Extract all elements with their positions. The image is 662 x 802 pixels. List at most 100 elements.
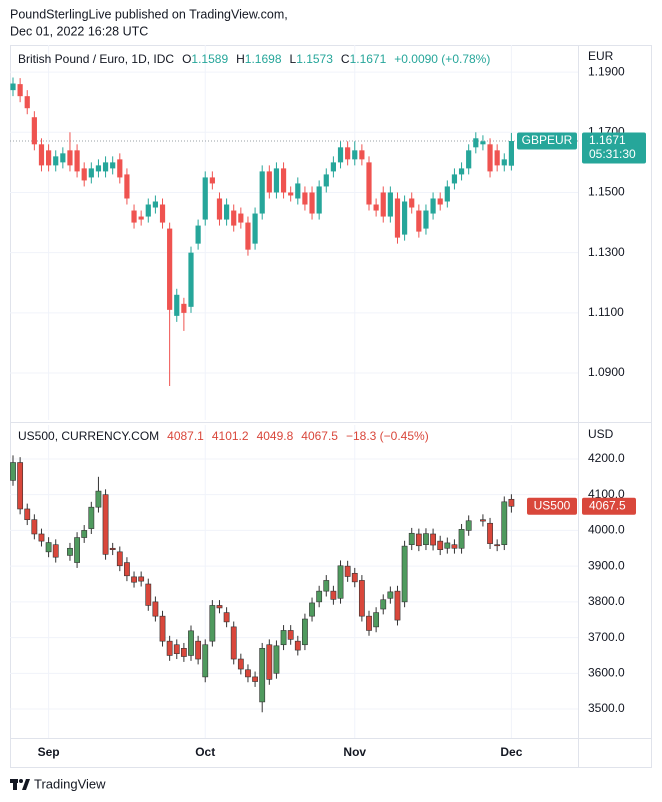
candle-body: [188, 630, 194, 656]
candle-body: [259, 171, 265, 214]
candle-body: [401, 545, 408, 603]
candle-body: [437, 198, 443, 205]
candle-body: [131, 576, 137, 583]
candle-body: [223, 612, 230, 623]
candle-body: [237, 658, 244, 670]
candle-body: [358, 580, 365, 617]
candle-body: [387, 591, 394, 599]
legend-title: British Pound / Euro, 1D, IDC: [18, 52, 174, 66]
y-tick-label: 1.1300: [588, 245, 625, 259]
legend-change: +0.0090 (+0.78%): [394, 52, 490, 66]
logo-part: [19, 779, 23, 783]
candle-body: [24, 508, 31, 520]
candle-body: [81, 168, 87, 181]
candle-body: [508, 498, 515, 507]
candle-body: [458, 529, 465, 549]
x-tick-label: Nov: [343, 745, 366, 759]
candle-body: [138, 576, 145, 582]
candle-body: [494, 150, 500, 166]
candle-body: [259, 648, 266, 703]
candle-body: [166, 640, 173, 656]
candle-body: [415, 533, 422, 547]
candle-body: [466, 150, 472, 169]
candle-body: [159, 204, 166, 223]
candle-body: [216, 605, 223, 609]
candle-body: [394, 198, 401, 238]
candle-body: [345, 147, 351, 160]
candle-body: [159, 615, 166, 642]
brand: TradingView: [34, 776, 106, 791]
logo-part: [13, 779, 17, 790]
x-tick-label: Sep: [38, 745, 60, 759]
candle-body: [330, 590, 337, 600]
legend-change: −18.3 (−0.45%): [346, 429, 429, 443]
candle-body: [344, 565, 351, 577]
candle-body: [53, 156, 59, 166]
y-tick-label: 1.1500: [588, 185, 625, 199]
y-tick-label: 1.1900: [588, 64, 625, 78]
candle-body: [131, 210, 137, 223]
candle-body: [24, 96, 30, 109]
candle-body: [287, 630, 294, 640]
countdown: 05:31:30: [589, 147, 636, 161]
candle-body: [437, 540, 444, 550]
candle-body: [45, 542, 52, 553]
candle-body: [487, 144, 493, 172]
candle-body: [117, 159, 123, 178]
candle-body: [195, 225, 201, 244]
candle-body: [152, 201, 158, 208]
candle-body: [480, 141, 486, 145]
candle-body: [10, 83, 16, 91]
candle-body: [408, 532, 415, 545]
candle-body: [309, 192, 315, 214]
candle-body: [494, 544, 501, 547]
candles: [10, 77, 515, 713]
grid: [10, 45, 578, 738]
candle-body: [323, 580, 330, 592]
candle-body: [366, 615, 372, 631]
candle-body: [458, 168, 465, 175]
candle-body: [473, 138, 479, 148]
candle-body: [280, 630, 287, 646]
legend: US500, CURRENCY.COM 4087.1 4101.2 4049.8 406…: [18, 429, 429, 443]
candle-body: [124, 562, 130, 577]
price-tag-label: 1.1671: [589, 133, 626, 147]
candle-body: [444, 542, 451, 549]
candle-body: [252, 676, 258, 682]
candle-body: [209, 177, 215, 184]
candle-body: [366, 162, 372, 205]
y-tick-label: 1.0900: [588, 365, 625, 379]
logo-part: [22, 779, 30, 790]
candle-body: [88, 506, 95, 529]
candle-body: [209, 605, 216, 642]
candle-body: [487, 522, 493, 544]
candle-body: [316, 590, 323, 603]
candle-body: [245, 669, 251, 678]
candle-body: [188, 252, 194, 307]
candle-body: [295, 183, 301, 199]
candle-body: [110, 162, 116, 169]
candle-body: [109, 547, 116, 550]
candle-body: [337, 565, 344, 599]
y-tick-label: 3700.0: [588, 630, 625, 644]
symbol-tag-label: US500: [534, 498, 571, 512]
candle-body: [302, 618, 308, 646]
candle-body: [116, 551, 123, 567]
legend-high: 1.1698: [245, 52, 282, 66]
candle-body: [416, 210, 422, 232]
candle-body: [238, 213, 244, 223]
candle-body: [373, 612, 380, 628]
currency-label: USD: [588, 427, 614, 441]
candle-body: [501, 501, 508, 545]
candle-body: [10, 462, 16, 481]
candle-body: [330, 162, 336, 172]
currency-label: EUR: [588, 49, 614, 63]
legend-close: 1.1671: [350, 52, 387, 66]
legend-key: L: [290, 52, 297, 66]
candle-body: [52, 544, 59, 558]
legend-open: 4087.1: [167, 429, 204, 443]
x-tick-label: Dec: [500, 745, 522, 759]
candle-body: [451, 174, 458, 184]
candle-body: [501, 159, 507, 166]
